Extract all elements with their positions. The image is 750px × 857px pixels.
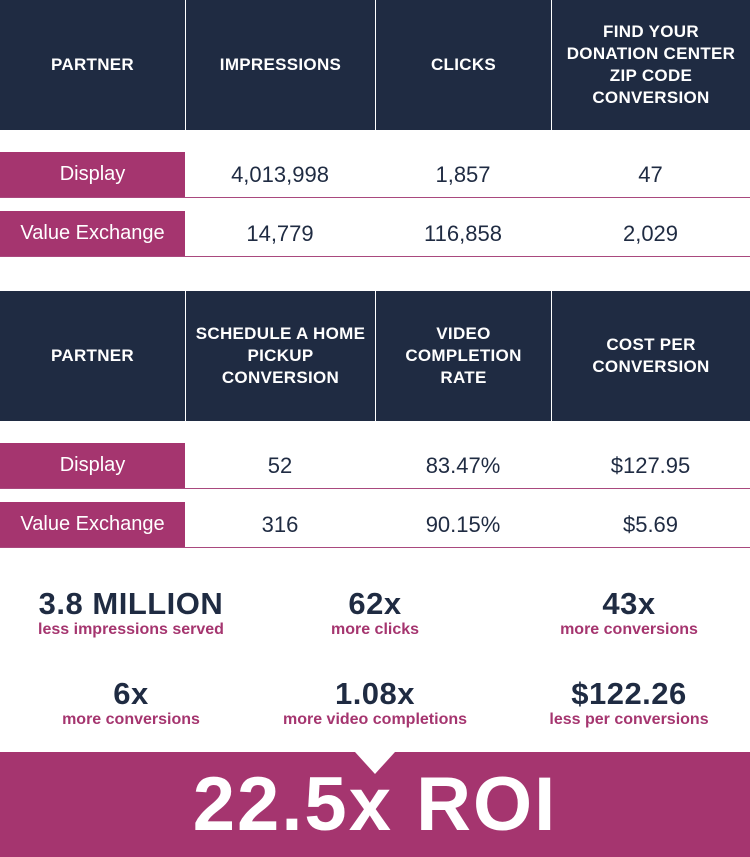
impressions-value: 14,779 [246, 220, 314, 246]
video-completion-value: 83.47% [425, 452, 501, 478]
partner-label: Value Exchange [0, 211, 185, 256]
table2-header-partner: PARTNER [50, 346, 134, 365]
roi-banner-notch [355, 752, 395, 774]
stat-pickup-conversions: 6x more conversions [6, 677, 256, 729]
stat-caption: more clicks [330, 621, 420, 638]
stat-value: 6x [113, 676, 149, 711]
stat-clicks: 62x more clicks [250, 587, 500, 639]
stat-caption: more conversions [560, 621, 698, 638]
clicks-value: 1,857 [435, 161, 491, 187]
table1-row-value-exchange: Value Exchange 14,779 116,858 2,029 [0, 211, 750, 257]
table2-header-video-completion: VIDEO COMPLETION RATE [375, 291, 551, 421]
partner-label: Display [0, 443, 185, 488]
cost-per-conversion-value: $5.69 [622, 511, 679, 537]
stat-value: 1.08x [334, 676, 416, 711]
stat-value: $122.26 [571, 676, 687, 711]
zip-conversion-value: 2,029 [622, 220, 679, 246]
stat-cost-savings: $122.26 less per conversions [504, 677, 750, 729]
stat-caption: less impressions served [38, 621, 224, 638]
cost-per-conversion-value: $127.95 [610, 452, 691, 478]
partner-label: Value Exchange [0, 502, 185, 547]
table1-header-clicks: CLICKS [375, 0, 551, 130]
table1-row-display: Display 4,013,998 1,857 47 [0, 152, 750, 198]
stat-value: 3.8 MILLION [38, 586, 224, 621]
zip-conversion-value: 47 [638, 161, 663, 187]
table2-header-cost-per-conversion: COST PER CONVERSION [551, 291, 750, 421]
table2-header-pickup-conversion: SCHEDULE A HOME PICKUP CONVERSION [185, 291, 375, 421]
stat-caption: less per conversions [549, 711, 709, 728]
pickup-conversion-value: 52 [267, 452, 293, 478]
table2-header: PARTNER SCHEDULE A HOME PICKUP CONVERSIO… [0, 291, 750, 421]
table1-header-impressions: IMPRESSIONS [185, 0, 375, 130]
stat-video-completions: 1.08x more video completions [250, 677, 500, 729]
table2-row-value-exchange: Value Exchange 316 90.15% $5.69 [0, 502, 750, 548]
stat-value: 62x [348, 586, 402, 621]
roi-value: 22.5x ROI [192, 762, 558, 847]
table1-header: PARTNER IMPRESSIONS CLICKS FIND YOUR DON… [0, 0, 750, 130]
table1-header-zip-conversion: FIND YOUR DONATION CENTER ZIP CODE CONVE… [551, 0, 750, 130]
video-completion-value: 90.15% [425, 511, 501, 537]
stat-conversions: 43x more conversions [504, 587, 750, 639]
table2-row-display: Display 52 83.47% $127.95 [0, 443, 750, 489]
impressions-value: 4,013,998 [231, 161, 329, 187]
stat-caption: more conversions [62, 711, 200, 728]
stat-value: 43x [602, 586, 656, 621]
clicks-value: 116,858 [424, 220, 502, 246]
table1-header-partner: PARTNER [50, 55, 134, 74]
pickup-conversion-value: 316 [261, 511, 299, 537]
stat-caption: more video completions [282, 711, 468, 728]
stat-impressions: 3.8 MILLION less impressions served [6, 587, 256, 639]
partner-label: Display [0, 152, 185, 197]
